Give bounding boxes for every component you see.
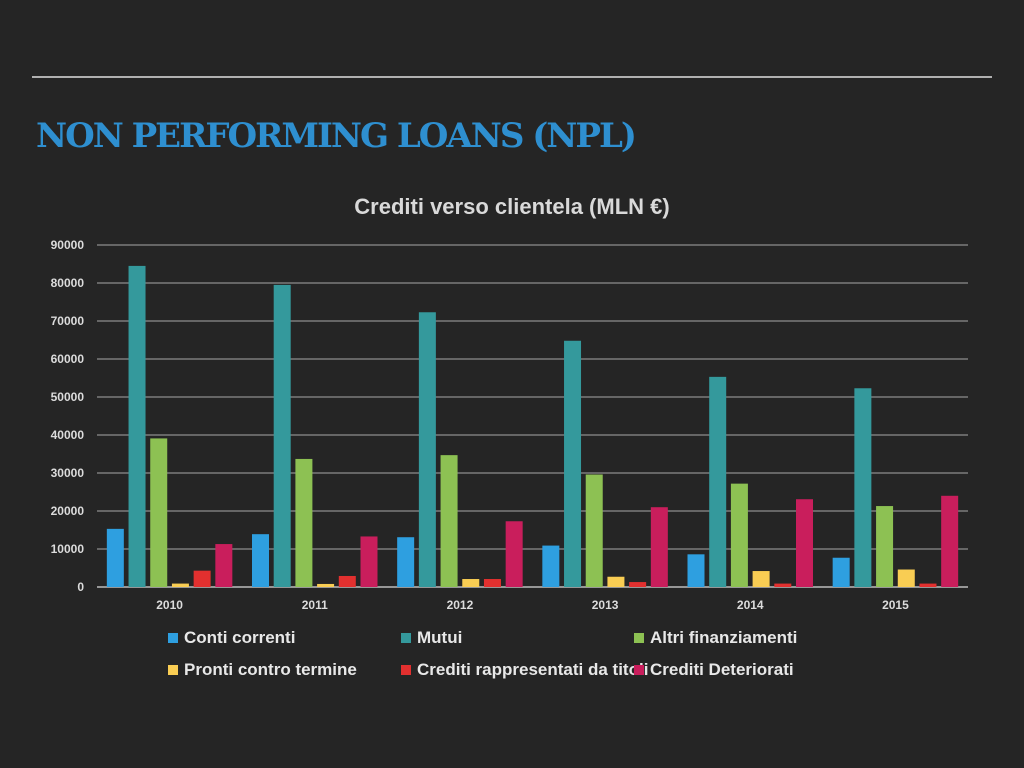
bar-crediti-deteriorati-2012 (505, 521, 523, 587)
bar-mutui-2013 (564, 340, 582, 587)
legend-swatch (168, 665, 178, 675)
top-divider (32, 76, 992, 78)
legend-label: Mutui (417, 628, 463, 647)
legend-swatch (401, 633, 411, 643)
legend-item: Crediti rappresentati da titoli (401, 660, 648, 680)
legend-label: Pronti contro termine (184, 660, 357, 679)
legend-label: Conti correnti (184, 628, 296, 647)
bar-conti-correnti-2012 (397, 537, 415, 587)
chart-legend: Conti correnti Mutui Altri finanziamenti Pr… (168, 628, 868, 680)
x-tick-label: 2014 (737, 598, 764, 612)
bar-crediti-rappresentati-da-titoli-2011 (338, 575, 356, 587)
y-tick-label: 80000 (51, 276, 85, 290)
y-tick-label: 10000 (51, 542, 85, 556)
legend-item: Pronti contro termine (168, 660, 401, 680)
y-tick-label: 90000 (51, 238, 85, 252)
bar-altri-finanziamenti-2011 (295, 458, 313, 587)
legend-label: Altri finanziamenti (650, 628, 798, 647)
y-tick-label: 70000 (51, 314, 85, 328)
bar-crediti-rappresentati-da-titoli-2010 (193, 570, 211, 587)
bar-crediti-rappresentati-da-titoli-2015 (919, 583, 937, 587)
bar-crediti-deteriorati-2014 (796, 499, 813, 587)
legend-item: Mutui (401, 628, 634, 648)
bar-conti-correnti-2014 (687, 554, 705, 587)
bar-crediti-rappresentati-da-titoli-2012 (483, 579, 501, 587)
bar-altri-finanziamenti-2012 (440, 455, 458, 587)
bar-mutui-2011 (273, 284, 291, 587)
bar-altri-finanziamenti-2010 (150, 438, 168, 587)
y-tick-label: 50000 (51, 390, 85, 404)
bar-conti-correnti-2011 (252, 534, 269, 587)
bar-crediti-deteriorati-2015 (941, 495, 959, 587)
bar-crediti-rappresentati-da-titoli-2013 (629, 582, 647, 587)
bar-crediti-deteriorati-2011 (360, 536, 378, 587)
legend-swatch (634, 665, 644, 675)
bar-conti-correnti-2015 (832, 557, 850, 587)
y-tick-label: 30000 (51, 466, 85, 480)
slide-title: NON PERFORMING LOANS (NPL) (36, 116, 637, 156)
legend-label: Crediti Deteriorati (650, 660, 794, 679)
bar-pronti-contro-termine-2011 (317, 583, 335, 587)
bar-pronti-contro-termine-2013 (607, 576, 625, 587)
bar-pronti-contro-termine-2010 (171, 583, 189, 587)
y-tick-label: 20000 (51, 504, 85, 518)
x-tick-label: 2015 (882, 598, 909, 612)
legend-item: Altri finanziamenti (634, 628, 868, 648)
bar-altri-finanziamenti-2013 (585, 474, 603, 587)
x-tick-label: 2011 (302, 598, 328, 612)
bar-mutui-2014 (709, 376, 727, 587)
y-tick-label: 0 (77, 580, 84, 594)
legend-swatch (401, 665, 411, 675)
chart-title: Crediti verso clientela (MLN €) (354, 194, 670, 219)
legend-swatch (634, 633, 644, 643)
y-tick-label: 40000 (51, 428, 85, 442)
bar-crediti-deteriorati-2013 (650, 507, 668, 587)
legend-item: Crediti Deteriorati (634, 660, 868, 680)
y-tick-label: 60000 (51, 352, 85, 366)
bar-pronti-contro-termine-2015 (897, 569, 915, 587)
bar-conti-correnti-2010 (106, 528, 124, 587)
legend-item: Conti correnti (168, 628, 401, 648)
bar-mutui-2015 (854, 388, 872, 587)
x-tick-label: 2010 (156, 598, 183, 612)
legend-swatch (168, 633, 178, 643)
bar-altri-finanziamenti-2015 (876, 506, 894, 587)
bar-conti-correnti-2013 (542, 545, 560, 587)
bar-pronti-contro-termine-2014 (752, 571, 770, 587)
x-tick-label: 2013 (592, 598, 619, 612)
legend-label: Crediti rappresentati da titoli (417, 660, 649, 679)
bar-pronti-contro-termine-2012 (462, 579, 480, 587)
bar-crediti-deteriorati-2010 (215, 544, 233, 587)
bar-altri-finanziamenti-2014 (730, 483, 748, 587)
bar-crediti-rappresentati-da-titoli-2014 (774, 583, 792, 587)
bar-mutui-2012 (418, 312, 436, 587)
bar-mutui-2010 (128, 265, 146, 587)
x-tick-label: 2012 (447, 598, 474, 612)
